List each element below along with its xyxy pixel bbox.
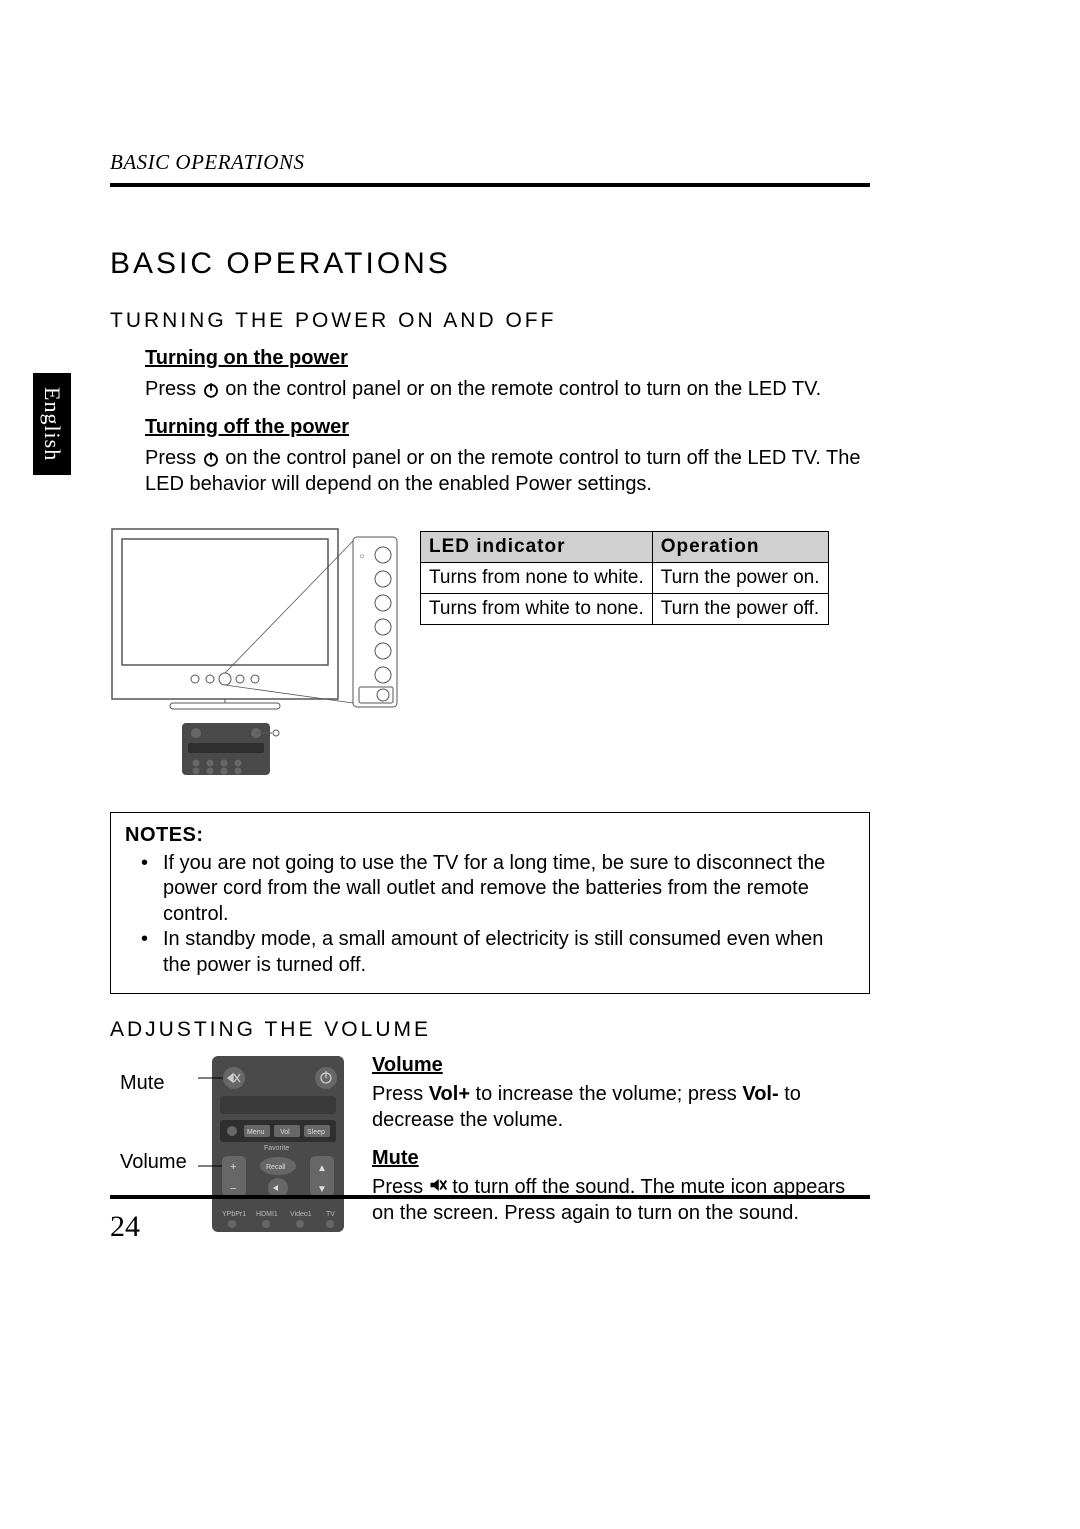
led-indicator-table: LED indicator Operation Turns from none … (420, 531, 829, 625)
volume-paragraph: Press Vol+ to increase the volume; press… (372, 1081, 870, 1133)
notes-list: If you are not going to use the TV for a… (125, 851, 855, 979)
text-fragment: to increase the volume; press (470, 1083, 742, 1105)
section-volume-heading: ADJUSTING THE VOLUME (110, 1018, 870, 1042)
turn-on-paragraph: Press on the control panel or on the rem… (145, 376, 870, 402)
section-power-heading: TURNING THE POWER ON AND OFF (110, 309, 870, 333)
page-title: BASIC OPERATIONS (110, 247, 870, 281)
svg-text:Recall: Recall (266, 1164, 286, 1171)
table-header: LED indicator (421, 532, 653, 563)
notes-title: NOTES: (125, 823, 855, 849)
list-item: In standby mode, a small amount of elect… (125, 927, 855, 978)
tv-remote-diagram: ⏻ (110, 527, 400, 782)
notes-box: NOTES: If you are not going to use the T… (110, 812, 870, 994)
mute-paragraph: Press to turn off the sound. The mute ic… (372, 1174, 870, 1226)
text-fragment: on the control panel or on the remote co… (145, 447, 860, 495)
text-fragment: Press (145, 447, 202, 469)
table-row: Turns from white to none. Turn the power… (421, 594, 829, 625)
svg-text:⏻: ⏻ (360, 554, 364, 560)
table-header: Operation (652, 532, 828, 563)
power-icon (202, 381, 220, 399)
top-rule (110, 183, 870, 187)
mute-icon (429, 1177, 447, 1193)
svg-text:Video1: Video1 (290, 1211, 312, 1218)
text-fragment: on the control panel or on the remote co… (225, 378, 821, 400)
page-number: 24 (110, 1210, 140, 1244)
svg-text:▼: ▼ (317, 1184, 327, 1195)
table-cell: Turns from none to white. (421, 563, 653, 594)
volume-subheading: Volume (372, 1054, 870, 1077)
svg-text:Favorite: Favorite (264, 1145, 289, 1152)
volume-text: Volume Press Vol+ to increase the volume… (372, 1054, 870, 1240)
svg-text:▲: ▲ (317, 1163, 327, 1174)
turn-off-heading: Turning off the power (145, 416, 870, 439)
svg-text:Vol: Vol (280, 1129, 290, 1136)
text-fragment: Press (145, 378, 202, 400)
volume-section: Mute Volume (110, 1054, 870, 1240)
svg-text:HDMI1: HDMI1 (256, 1211, 278, 1218)
bottom-rule (110, 1195, 870, 1199)
volume-label: Volume (120, 1151, 192, 1174)
table-cell: Turn the power on. (652, 563, 828, 594)
volume-labels: Mute Volume (120, 1054, 192, 1174)
page-content: BASIC OPERATIONS BASIC OPERATIONS TURNIN… (110, 150, 870, 1240)
svg-text:YPbPr1: YPbPr1 (222, 1211, 246, 1218)
turn-off-paragraph: Press on the control panel or on the rem… (145, 445, 870, 497)
table-cell: Turns from white to none. (421, 594, 653, 625)
text-fragment: Press (372, 1083, 429, 1105)
volume-figure: Mute Volume (120, 1054, 348, 1240)
figure-row: ⏻ (110, 527, 870, 782)
vol-minus-bold: Vol- (742, 1083, 778, 1105)
svg-text:TV: TV (326, 1211, 335, 1218)
svg-text:Menu: Menu (247, 1129, 265, 1136)
table-cell: Turn the power off. (652, 594, 828, 625)
table-row: Turns from none to white. Turn the power… (421, 563, 829, 594)
running-head: BASIC OPERATIONS (110, 150, 870, 175)
turn-on-heading: Turning on the power (145, 347, 870, 370)
mute-label: Mute (120, 1072, 192, 1095)
svg-text:+: + (230, 1161, 236, 1173)
svg-text:−: − (230, 1183, 236, 1195)
led-table-wrap: LED indicator Operation Turns from none … (420, 527, 829, 625)
svg-text:Sleep: Sleep (307, 1129, 325, 1136)
mute-subheading: Mute (372, 1147, 870, 1170)
vol-plus-bold: Vol+ (429, 1083, 470, 1105)
remote-diagram: Menu Vol Sleep Favorite + − Recall ▲ ▼ (198, 1054, 348, 1234)
power-icon (202, 450, 220, 468)
language-tab: English (33, 373, 71, 475)
list-item: If you are not going to use the TV for a… (125, 851, 855, 928)
